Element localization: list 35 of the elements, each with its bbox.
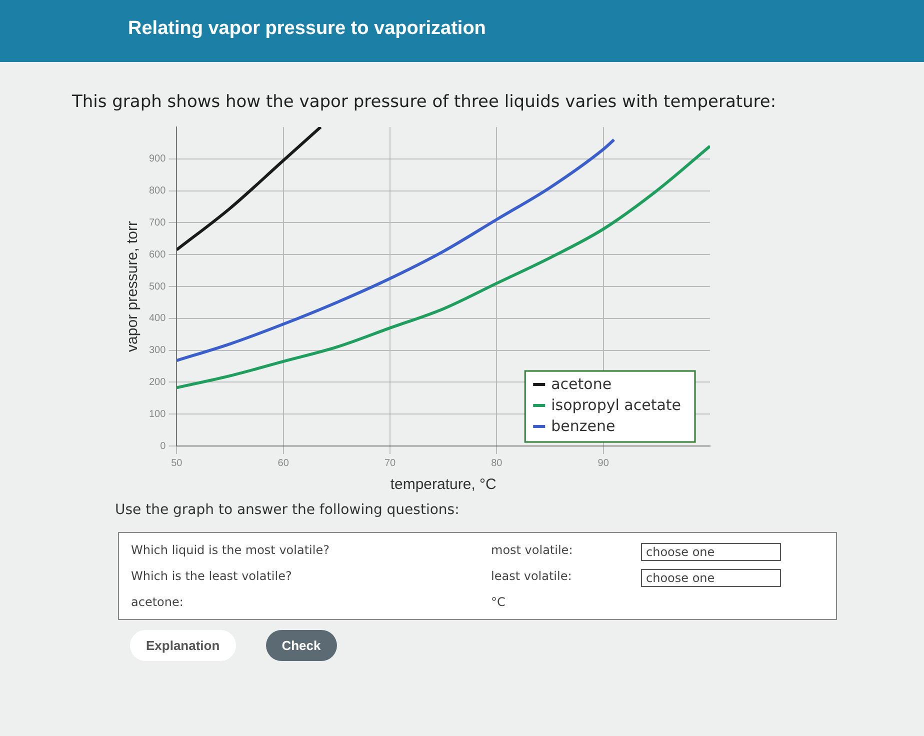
x-tick-label: 60 bbox=[278, 458, 290, 469]
text: choose one bbox=[641, 543, 781, 561]
chart-title: Relating vapor pressure to vaporization bbox=[0, 0, 924, 62]
y-tick-label: 100 bbox=[148, 408, 166, 420]
y-tick-label: 700 bbox=[148, 217, 166, 228]
y-tick-label: 0 bbox=[160, 440, 166, 452]
legend-label: benzene bbox=[551, 416, 616, 435]
chart-subtitle: This graph shows how the vapor pressure of three liquids varies with temperature: bbox=[72, 92, 778, 112]
text: least volatile: bbox=[491, 569, 573, 585]
text: °C bbox=[491, 595, 506, 609]
x-tick-label: 80 bbox=[491, 458, 503, 469]
y-tick-label: 300 bbox=[148, 345, 166, 356]
x-axis-title: temperature, °C bbox=[390, 476, 497, 494]
text: choose one bbox=[641, 569, 781, 587]
x-tick-label: 90 bbox=[598, 458, 610, 469]
y-tick-label: 900 bbox=[148, 154, 166, 165]
text: acetone: bbox=[131, 595, 184, 609]
text: most volatile: bbox=[491, 543, 574, 559]
y-axis-title: vapor pressure, torr bbox=[124, 221, 142, 352]
legend-label: isopropyl acetate bbox=[551, 396, 682, 414]
x-tick-label: 70 bbox=[384, 458, 396, 469]
text: Check bbox=[266, 630, 337, 661]
y-tick-label: 600 bbox=[148, 249, 166, 260]
text: Which is the least volatile? bbox=[131, 569, 293, 585]
legend-label: acetone bbox=[551, 374, 612, 393]
line-series bbox=[176, 138, 616, 362]
text: Use the graph to answer the following questions: bbox=[115, 502, 460, 518]
y-tick-label: 400 bbox=[148, 313, 166, 324]
line-series bbox=[176, 127, 322, 252]
y-tick-label: 200 bbox=[148, 376, 166, 388]
text: Explanation bbox=[130, 630, 236, 661]
y-tick-label: 800 bbox=[148, 186, 166, 197]
text: Which liquid is the most volatile? bbox=[131, 543, 330, 559]
y-tick-label: 500 bbox=[148, 281, 166, 292]
x-tick-label: 50 bbox=[171, 458, 183, 469]
